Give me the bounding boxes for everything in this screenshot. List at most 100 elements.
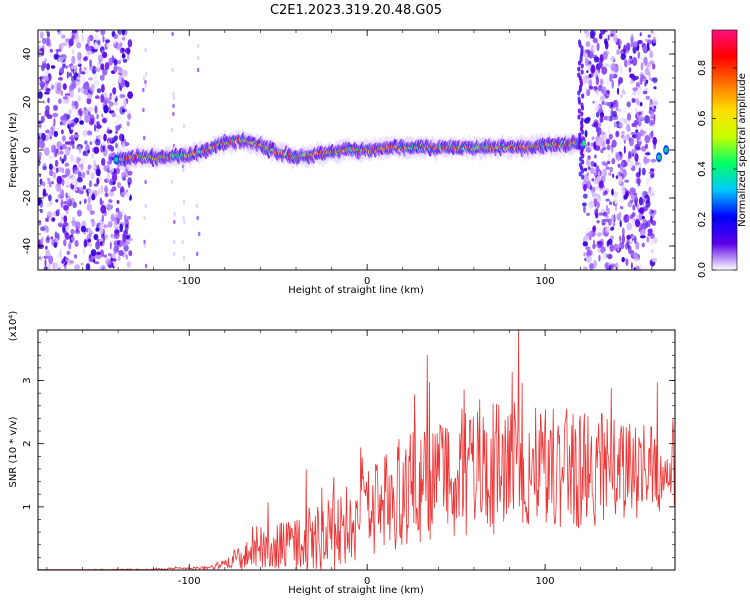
heatmap-cell xyxy=(85,45,92,52)
heatmap-cell xyxy=(94,33,99,41)
heatmap-cell xyxy=(636,177,642,185)
heatmap-cell xyxy=(635,166,640,170)
heatmap-cell xyxy=(72,30,77,34)
heatmap-cell xyxy=(48,169,54,177)
heatmap-cell xyxy=(126,46,131,56)
heatmap-cell xyxy=(611,214,615,222)
heatmap-cell xyxy=(124,225,129,231)
heatmap-cell xyxy=(71,138,75,145)
heatmap-cell xyxy=(598,138,604,142)
heatmap-cell xyxy=(67,114,71,120)
heatmap-cell xyxy=(59,188,65,197)
heatmap-cell xyxy=(607,34,610,41)
heatmap-cell xyxy=(75,221,81,230)
heatmap-cell xyxy=(617,163,621,168)
heatmap-cell xyxy=(602,168,607,178)
heatmap-cell xyxy=(619,198,624,203)
heatmap-cell xyxy=(634,218,641,228)
heatmap-cell xyxy=(93,73,98,79)
heatmap-cell xyxy=(39,208,44,214)
heatmap-cell xyxy=(641,71,644,75)
heatmap-cell xyxy=(143,243,146,249)
heatmap-cell xyxy=(170,127,174,133)
heatmap-cell xyxy=(84,114,91,123)
heatmap-cell xyxy=(101,84,105,93)
heatmap-cell xyxy=(623,145,626,154)
heatmap-cell xyxy=(76,41,82,49)
heatmap-cell xyxy=(622,169,627,178)
heatmap-cell xyxy=(620,187,626,196)
heatmap-cell xyxy=(55,167,59,174)
heatmap-cell xyxy=(107,221,113,228)
heatmap-cell xyxy=(53,130,58,138)
heatmap-cell xyxy=(196,215,199,221)
heatmap-cell xyxy=(95,138,101,146)
snr-y-tick-label: 3 xyxy=(22,377,33,383)
heatmap-cell xyxy=(182,199,186,205)
heatmap-cell xyxy=(631,98,636,103)
snr-frame xyxy=(37,329,676,571)
heatmap-cell xyxy=(625,266,629,270)
heatmap-cell xyxy=(640,62,644,71)
heatmap-cell xyxy=(96,113,99,120)
heatmap-cell xyxy=(171,179,174,185)
heatmap-cell xyxy=(651,187,654,192)
heatmap-cell xyxy=(647,34,651,38)
heatmap-cell xyxy=(639,77,643,85)
heatmap-cell xyxy=(594,103,600,111)
colorbar-tick-label: 0.8 xyxy=(697,60,708,76)
heatmap-cell xyxy=(645,199,651,208)
heatmap-cell xyxy=(581,93,585,99)
heatmap-cell xyxy=(645,79,649,84)
heatmap-cell xyxy=(53,104,58,111)
heatmap-cell xyxy=(650,192,655,197)
heatmap-cell xyxy=(48,59,53,66)
heatmap-cell xyxy=(607,261,612,267)
heatmap-cell xyxy=(616,87,620,96)
heatmap-cell xyxy=(40,75,43,82)
heatmap-cell xyxy=(122,176,126,181)
heatmap-cell xyxy=(608,124,611,134)
heatmap-cell xyxy=(89,114,95,123)
heatmap-cell xyxy=(648,67,652,72)
heatmap-cell xyxy=(126,215,131,220)
heatmap-cell xyxy=(603,30,608,33)
heatmap-cell xyxy=(54,238,59,243)
heatmap-cell xyxy=(624,179,630,183)
heatmap-cell xyxy=(616,49,620,56)
heatmap-cell xyxy=(79,120,84,125)
heatmap-cell xyxy=(61,178,65,186)
heatmap-cell xyxy=(644,115,650,124)
heatmap-cell xyxy=(596,111,600,118)
heatmap-cell xyxy=(115,142,118,149)
heatmap-cell xyxy=(83,239,88,248)
heatmap-cell xyxy=(142,75,146,81)
heatmap-cell xyxy=(110,169,113,176)
heatmap-cell xyxy=(606,90,610,95)
heatmap-cell xyxy=(43,85,46,93)
heatmap-cell xyxy=(54,151,58,158)
heatmap-cell xyxy=(638,111,642,116)
heatmap-cell xyxy=(634,265,641,270)
heatmap-cell xyxy=(615,151,618,160)
heatmap-cell xyxy=(596,194,602,203)
heatmap-cell xyxy=(72,201,77,208)
heatmap-cell xyxy=(645,152,651,156)
heatmap-cell xyxy=(632,41,639,48)
snr-y-multiplier: (x10⁴) xyxy=(8,311,19,342)
heatmap-cell xyxy=(60,90,64,96)
heatmap-cell xyxy=(610,55,615,62)
heatmap-cell xyxy=(601,66,608,75)
heatmap-cell xyxy=(145,71,148,77)
heatmap-cell xyxy=(105,39,111,44)
heatmap-cell xyxy=(61,135,66,142)
heatmap-cell xyxy=(80,262,84,266)
heatmap-cell xyxy=(601,161,606,166)
heatmap-cell xyxy=(96,238,100,247)
heatmap-cell xyxy=(56,141,62,150)
heatmap-cell xyxy=(58,98,62,104)
heatmap-cell xyxy=(604,63,611,68)
heatmap-cell xyxy=(197,43,200,49)
heatmap-cell xyxy=(640,145,647,152)
heatmap-cell xyxy=(102,145,105,152)
